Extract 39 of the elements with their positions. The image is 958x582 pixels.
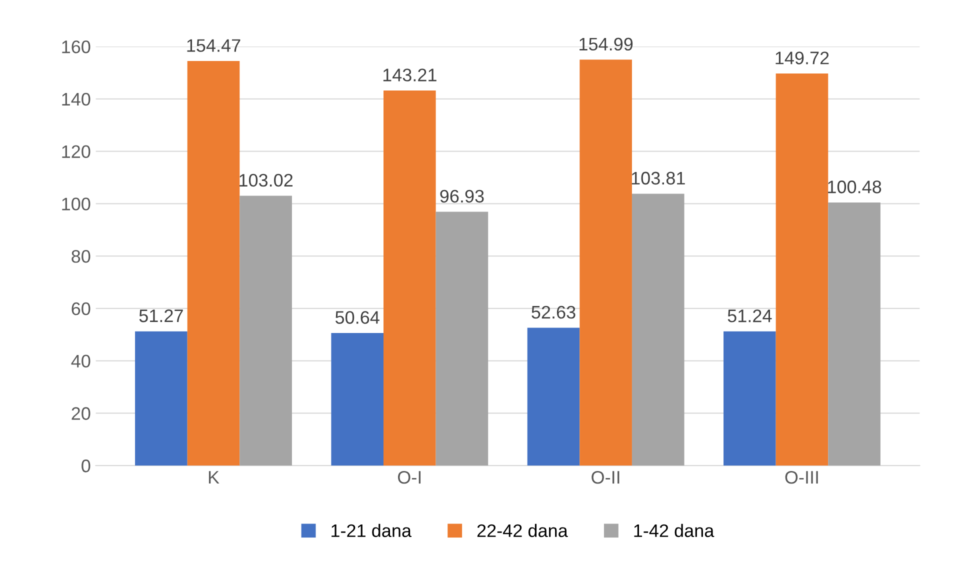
- data-label: 52.63: [532, 306, 576, 319]
- bar: [384, 90, 436, 466]
- data-label: 50.64: [335, 311, 380, 324]
- bar: [527, 328, 580, 466]
- x-tick-label: O-III: [785, 470, 818, 484]
- bar: [776, 73, 828, 466]
- x-tick-label: O-II: [592, 470, 620, 484]
- data-label: 100.48: [828, 180, 882, 194]
- legend-label: 1-42 dana: [634, 524, 714, 538]
- bar: [828, 202, 880, 466]
- bar: [724, 331, 776, 466]
- y-tick-label: 40: [71, 354, 90, 368]
- y-tick-label: 100: [62, 198, 90, 210]
- y-tick-label: 120: [62, 145, 90, 158]
- y-tick-label: 60: [72, 302, 90, 316]
- y-tick-label: 80: [72, 250, 90, 263]
- data-label: 51.24: [728, 309, 772, 322]
- data-label: 96.93: [440, 190, 484, 203]
- bar: [187, 61, 240, 466]
- legend-label: 1-21 dana: [332, 524, 412, 538]
- data-label: 143.21: [383, 68, 436, 82]
- y-tick-label: 160: [62, 40, 90, 54]
- bar: [331, 332, 384, 466]
- data-label: 154.47: [187, 39, 240, 52]
- legend-label: 22-42 dana: [477, 524, 568, 538]
- y-tick-label: 140: [62, 92, 90, 106]
- x-tick-label: K: [208, 471, 220, 484]
- x-tick-label: O-I: [398, 470, 421, 484]
- bar: [580, 60, 632, 466]
- data-label: 149.72: [776, 52, 829, 64]
- data-label: 154.99: [580, 38, 633, 51]
- y-tick-label: 20: [72, 407, 90, 420]
- bar: [436, 212, 488, 466]
- bar: [632, 194, 684, 466]
- data-label: 103.02: [240, 174, 293, 187]
- data-label: 51.27: [139, 309, 183, 322]
- y-tick-label: 0: [82, 460, 90, 472]
- bar: [135, 331, 188, 466]
- bar: [240, 196, 292, 466]
